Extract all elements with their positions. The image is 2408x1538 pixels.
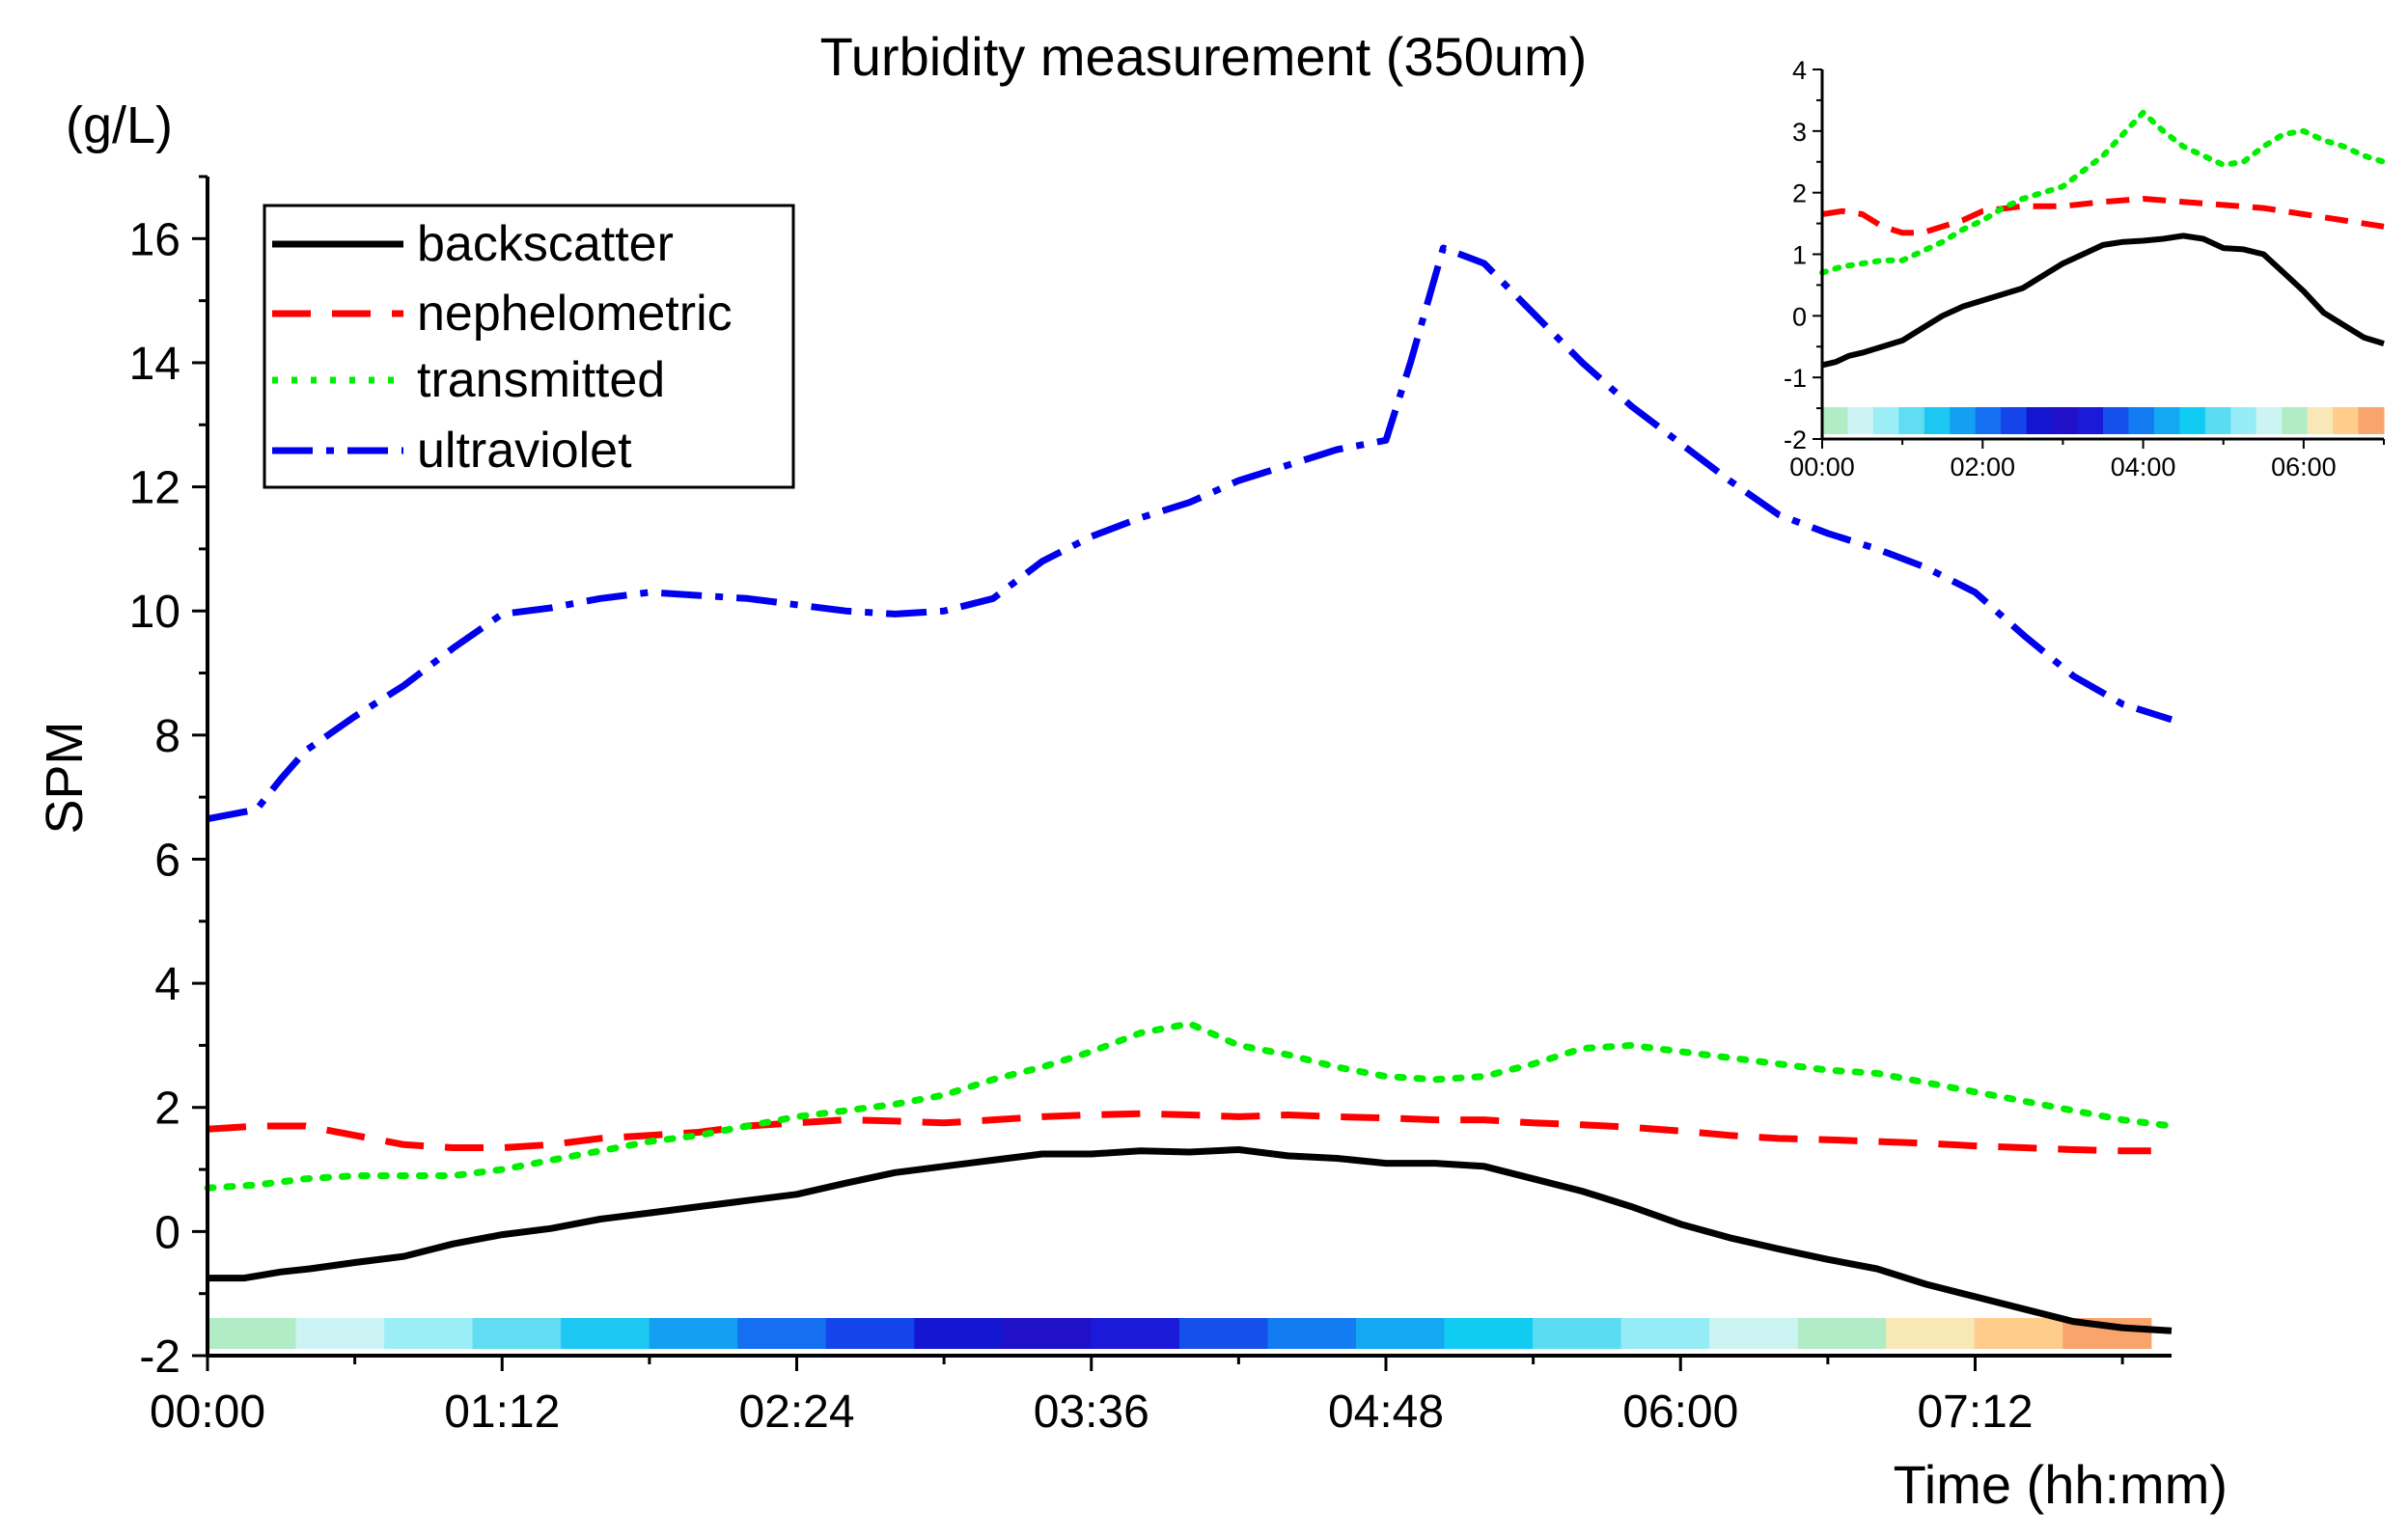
y-unit-label: (g/L) bbox=[66, 96, 173, 154]
inset-strip-cell bbox=[2204, 407, 2231, 434]
inset-x-tick-label: 06:00 bbox=[2271, 453, 2337, 481]
y-tick-label: 14 bbox=[129, 339, 180, 390]
y-axis-label: SPM bbox=[36, 721, 94, 834]
x-tick-label: 06:00 bbox=[1622, 1387, 1738, 1438]
color-strip-cell bbox=[914, 1318, 1004, 1349]
color-strip-cell bbox=[1355, 1318, 1446, 1349]
inset-y-tick-label: 2 bbox=[1792, 179, 1807, 208]
x-tick-label: 00:00 bbox=[150, 1387, 265, 1438]
x-tick-label: 02:24 bbox=[738, 1387, 854, 1438]
series-line-ultraviolet bbox=[207, 244, 2173, 823]
inset-y-tick-label: -1 bbox=[1784, 364, 1807, 393]
inset-strip-cell bbox=[2282, 407, 2309, 434]
y-tick-label: 10 bbox=[129, 587, 180, 638]
legend: backscatter nephelometric transmitted ul… bbox=[263, 204, 795, 489]
legend-label-transmitted: transmitted bbox=[417, 352, 665, 408]
x-tick-label: 04:48 bbox=[1328, 1387, 1444, 1438]
legend-box bbox=[263, 204, 795, 489]
color-strip-cell bbox=[825, 1318, 915, 1349]
inset-strip-cell bbox=[2103, 407, 2129, 434]
color-strip-cell bbox=[1178, 1318, 1269, 1349]
inset-y-tick-label: 1 bbox=[1792, 241, 1807, 270]
inset-strip-cell bbox=[2358, 407, 2385, 434]
color-strip-cell bbox=[1002, 1318, 1092, 1349]
color-strip-cell bbox=[1444, 1318, 1534, 1349]
series-lines bbox=[204, 244, 2175, 1334]
inset-strip-cell bbox=[2307, 407, 2334, 434]
inset-series-line-backscatter bbox=[1821, 233, 2385, 369]
inset-series-lines bbox=[1819, 109, 2387, 369]
inset-strip-cell bbox=[2077, 407, 2104, 434]
inset-series-line-nephelometric bbox=[1821, 196, 2385, 236]
color-strip-cell bbox=[1091, 1318, 1180, 1349]
inset-x-tick-label: 02:00 bbox=[1950, 453, 2015, 481]
x-axis-label: Time (hh:mm) bbox=[1894, 1454, 2228, 1515]
x-tick-label: 01:12 bbox=[444, 1387, 560, 1438]
inset-strip-cell bbox=[2128, 407, 2155, 434]
inset-y-tick-label: 3 bbox=[1792, 118, 1807, 147]
inset-strip-cell bbox=[2179, 407, 2206, 434]
inset-strip-cell bbox=[1822, 407, 1848, 434]
series-line-nephelometric bbox=[207, 1110, 2151, 1155]
inset-y-tick-label: 4 bbox=[1792, 56, 1807, 85]
inset-strip-cell bbox=[1924, 407, 1951, 434]
inset-strip-cell bbox=[2153, 407, 2180, 434]
inset-y-tick-label: 0 bbox=[1792, 302, 1807, 331]
legend-label-nephelometric: nephelometric bbox=[417, 286, 733, 342]
inset-strip-cell bbox=[2052, 407, 2079, 434]
inset-series-line-transmitted bbox=[1819, 109, 2387, 276]
x-tick-label: 07:12 bbox=[1917, 1387, 2033, 1438]
y-tick-label: -2 bbox=[139, 1332, 180, 1383]
inset-plot: -2 -1 0 1 2 3 4 00:00 02:00 04:00 06:00 bbox=[1784, 56, 2387, 481]
inset-strip-cell bbox=[2001, 407, 2028, 434]
y-tick-label: 4 bbox=[154, 959, 180, 1010]
inset-x-tick-label: 00:00 bbox=[1789, 453, 1855, 481]
y-tick-label: 0 bbox=[154, 1207, 180, 1258]
y-tick-label: 2 bbox=[154, 1084, 180, 1135]
inset-strip-cell bbox=[1975, 407, 2002, 434]
legend-label-ultraviolet: ultraviolet bbox=[417, 423, 632, 479]
color-strip-cell bbox=[1620, 1318, 1710, 1349]
y-tick-label: 12 bbox=[129, 463, 180, 514]
color-strip-cell bbox=[1886, 1318, 1976, 1349]
color-strip-cell bbox=[1267, 1318, 1357, 1349]
color-strip-cell bbox=[1709, 1318, 1799, 1349]
series-line-backscatter bbox=[208, 1146, 2173, 1334]
x-tick-label: 03:36 bbox=[1034, 1387, 1149, 1438]
inset-x-tick-label: 04:00 bbox=[2111, 453, 2176, 481]
y-tick-label: 8 bbox=[154, 711, 180, 762]
inset-y-tick-label: -2 bbox=[1784, 426, 1807, 454]
inset-strip-cell bbox=[2256, 407, 2283, 434]
y-tick-label: 16 bbox=[129, 214, 180, 265]
inset-strip-cell bbox=[2230, 407, 2257, 434]
color-strip-cell bbox=[1974, 1318, 2063, 1349]
inset-strip-cell bbox=[1872, 407, 1899, 434]
inset-strip-cell bbox=[2333, 407, 2360, 434]
color-strip-cell bbox=[1533, 1318, 1622, 1349]
y-tick-label: 6 bbox=[154, 835, 180, 886]
color-strip-cell bbox=[208, 1318, 297, 1349]
chart-title: Turbidity measurement (350um) bbox=[820, 26, 1588, 87]
color-strip-cell bbox=[384, 1318, 474, 1349]
inset-strip-cell bbox=[1847, 407, 1874, 434]
inset-strip-cell bbox=[2026, 407, 2053, 434]
color-strip-cell bbox=[1797, 1318, 1887, 1349]
color-strip-cell bbox=[649, 1318, 738, 1349]
inset-axes: -2 -1 0 1 2 3 4 00:00 02:00 04:00 06:00 bbox=[1784, 56, 2385, 481]
color-strip-cell bbox=[472, 1318, 562, 1349]
inset-color-strip bbox=[1822, 407, 2385, 434]
color-strip bbox=[208, 1318, 2152, 1349]
inset-strip-cell bbox=[1950, 407, 1977, 434]
inset-strip-cell bbox=[1898, 407, 1925, 434]
color-strip-cell bbox=[737, 1318, 827, 1349]
legend-label-backscatter: backscatter bbox=[417, 216, 674, 272]
series-line-transmitted bbox=[204, 1020, 2175, 1192]
color-strip-cell bbox=[561, 1318, 650, 1349]
color-strip-cell bbox=[295, 1318, 385, 1349]
